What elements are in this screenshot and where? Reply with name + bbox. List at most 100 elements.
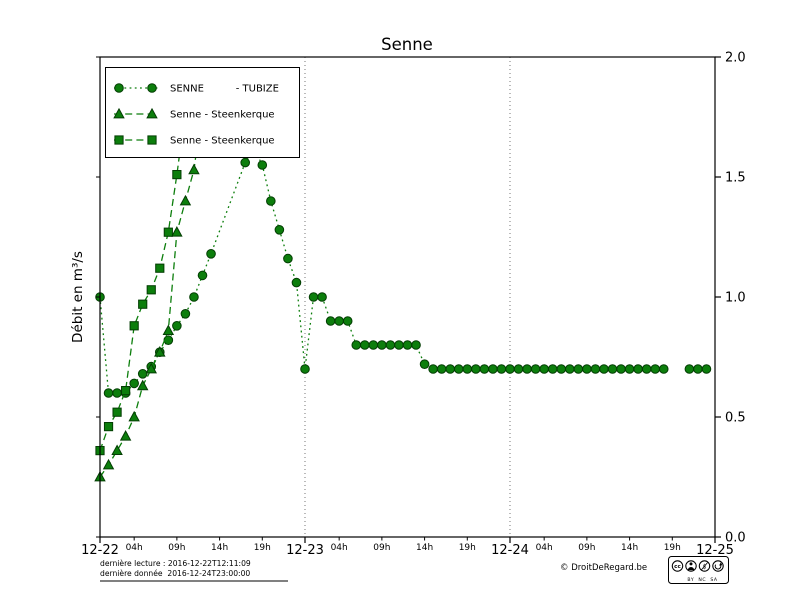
data-point-circle bbox=[513, 364, 524, 374]
data-point-circle bbox=[564, 364, 575, 374]
cc-sa-arrow-arc bbox=[714, 564, 722, 570]
data-point-circle bbox=[257, 160, 268, 170]
data-point-square bbox=[155, 263, 165, 273]
series-circle bbox=[95, 143, 712, 398]
data-point-square bbox=[129, 321, 139, 331]
cc-sa-icon bbox=[712, 560, 724, 572]
data-point-circle bbox=[479, 364, 490, 374]
axis-ticks: 12-22 12-23 12-24 12-25 04h 09h 14h 19h 04h 09h 14… bbox=[81, 51, 746, 558]
x-minor-tick-label: 19h bbox=[664, 543, 681, 553]
data-point-circle bbox=[650, 364, 661, 374]
data-point-circle bbox=[368, 340, 379, 350]
data-point-circle bbox=[394, 340, 404, 350]
cc-nc-strike bbox=[701, 562, 708, 571]
x-minor-tick-label: 14h bbox=[211, 543, 228, 553]
data-point-circle bbox=[300, 364, 310, 374]
legend-label: Senne - Steenkerque bbox=[170, 136, 275, 147]
legend-entry: SENNE - TUBIZE bbox=[114, 83, 279, 95]
data-point-triangle bbox=[102, 458, 115, 470]
cc-nc-dollar: $ bbox=[703, 563, 707, 570]
x-minor-tick-label: 04h bbox=[331, 543, 348, 553]
data-point-circle bbox=[266, 196, 276, 206]
x-minor-tick-label: 19h bbox=[254, 543, 271, 553]
data-point-circle bbox=[377, 340, 387, 350]
legend-marker-square bbox=[147, 135, 157, 145]
legend-marker-circle bbox=[147, 83, 157, 93]
data-point-circle bbox=[274, 225, 285, 235]
data-point-square bbox=[146, 285, 156, 295]
data-point-circle bbox=[436, 364, 447, 374]
data-point-circle bbox=[206, 249, 216, 259]
data-point-circle bbox=[488, 364, 498, 374]
data-point-circle bbox=[419, 359, 430, 370]
y-tick-label: 1.5 bbox=[725, 171, 746, 186]
data-point-circle bbox=[616, 364, 626, 374]
data-point-square bbox=[163, 227, 173, 237]
x-major-tick-label: 12-24 bbox=[491, 543, 529, 558]
data-point-triangle bbox=[119, 430, 132, 441]
data-point-circle bbox=[539, 364, 549, 374]
data-point-circle bbox=[658, 364, 669, 374]
cc-by-icon bbox=[685, 560, 697, 572]
cc-license-badge: cc $ BY NC SA bbox=[668, 556, 729, 584]
data-point-square bbox=[121, 386, 131, 396]
y-tick-label: 0.5 bbox=[725, 411, 746, 426]
data-point-circle bbox=[505, 364, 515, 374]
cc-sa-arrow-head bbox=[719, 562, 723, 566]
footer-last-reading: dernière lecture : 2016-12-22T12:11:09 bbox=[100, 559, 251, 568]
data-point-circle bbox=[471, 364, 481, 374]
data-point-triangle bbox=[171, 226, 183, 237]
cc-logo-text: cc bbox=[674, 564, 681, 570]
legend-marker-square bbox=[114, 135, 124, 145]
data-point-circle bbox=[317, 292, 327, 302]
data-point-circle bbox=[325, 316, 336, 326]
legend-entry: Senne - Steenkerque bbox=[114, 135, 275, 147]
data-point-circle bbox=[582, 364, 592, 374]
legend: SENNE - TUBIZE Senne - Steenkerque Senne -… bbox=[105, 67, 300, 158]
data-point-circle bbox=[402, 340, 413, 350]
data-point-circle bbox=[453, 364, 464, 374]
data-point-circle bbox=[334, 316, 344, 326]
data-point-circle bbox=[308, 292, 319, 302]
data-point-circle bbox=[172, 321, 182, 331]
data-point-triangle bbox=[162, 324, 175, 335]
data-point-circle bbox=[530, 364, 541, 374]
data-point-circle bbox=[428, 364, 438, 374]
data-point-circle bbox=[137, 369, 148, 379]
data-point-square bbox=[172, 170, 182, 180]
y-tick-label: 2.0 bbox=[725, 51, 746, 66]
data-series bbox=[94, 98, 712, 482]
data-point-circle bbox=[359, 340, 370, 350]
cc-attribution-letters: BY NC SA bbox=[687, 577, 718, 583]
data-point-triangle bbox=[136, 379, 149, 391]
data-point-circle bbox=[445, 364, 456, 374]
cc-by-person-body bbox=[687, 567, 695, 571]
data-point-circle bbox=[547, 364, 558, 374]
x-major-tick-label: 12-25 bbox=[696, 543, 734, 558]
footer-last-data: dernière donnée 2016-12-24T23:00:00 bbox=[100, 569, 250, 578]
series-triangle bbox=[94, 98, 209, 482]
data-point-circle bbox=[599, 364, 609, 374]
legend-marker-circle bbox=[114, 83, 124, 93]
data-point-circle bbox=[197, 270, 208, 281]
data-point-circle bbox=[624, 364, 635, 374]
x-minor-tick-label: 19h bbox=[459, 543, 476, 553]
y-axis-label: Débit en m³/s bbox=[70, 251, 86, 343]
data-point-circle bbox=[240, 157, 251, 168]
chart-title: Senne bbox=[381, 35, 433, 54]
data-point-circle bbox=[129, 378, 139, 389]
x-minor-tick-label: 14h bbox=[416, 543, 433, 553]
x-minor-tick-label: 09h bbox=[168, 543, 185, 553]
data-point-circle bbox=[291, 277, 302, 288]
data-point-circle bbox=[462, 364, 473, 374]
data-point-circle bbox=[189, 292, 199, 302]
data-point-circle bbox=[496, 364, 507, 374]
data-point-triangle bbox=[154, 346, 166, 357]
series-line bbox=[99, 109, 187, 451]
gridlines bbox=[304, 57, 511, 537]
data-point-circle bbox=[112, 388, 122, 398]
data-point-circle bbox=[556, 364, 567, 374]
y-tick-label: 0.0 bbox=[725, 531, 746, 546]
